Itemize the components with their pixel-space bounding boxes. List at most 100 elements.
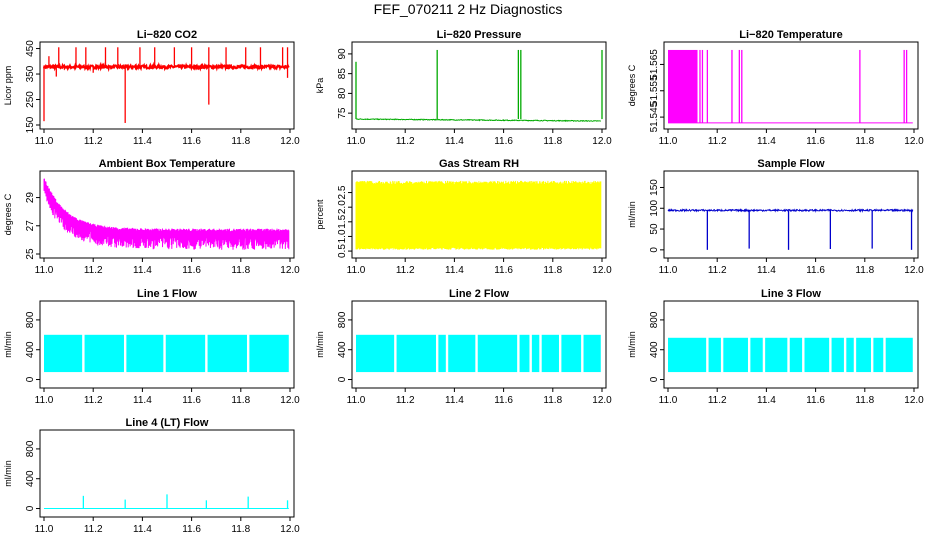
y-tick-label: 800 — [25, 440, 36, 457]
x-tick-label: 11.4 — [445, 265, 464, 276]
series-gap — [246, 333, 250, 374]
series-gap — [883, 336, 886, 374]
y-tick-label: 800 — [25, 311, 36, 328]
series-gap — [445, 333, 449, 374]
y-tick-label: 29 — [25, 192, 36, 204]
y-tick-label: 25 — [25, 248, 36, 260]
chart-panel: Line 1 Flow 11.0 11.2 11.4 11.6 11.8 12.0 0 400 8… — [3, 288, 300, 406]
panel-title: Gas Stream RH — [439, 158, 519, 170]
plot-frame — [663, 41, 919, 130]
series-fill — [356, 334, 601, 373]
x-tick-label: 11.2 — [708, 136, 727, 147]
panel-title: Line 3 Flow — [761, 288, 821, 300]
y-axis-label: ml/min — [627, 331, 637, 358]
y-tick-label: 0 — [337, 376, 348, 382]
series-gap — [853, 336, 857, 374]
panel-title: Li−820 Pressure — [437, 29, 522, 41]
y-tick-label: 85 — [337, 68, 348, 80]
x-tick-label: 12.0 — [280, 395, 300, 406]
x-tick-label: 11.6 — [182, 136, 201, 147]
series-gap — [435, 333, 439, 374]
chart-panel: Ambient Box Temperature 11.0 11.2 11.4 11.6 1… — [3, 158, 300, 276]
series-gap — [787, 336, 790, 374]
y-tick-label: 75 — [337, 107, 348, 119]
y-axis-label: Licor ppm — [3, 66, 13, 106]
series-gap — [829, 336, 832, 374]
series-gap — [762, 336, 766, 374]
series-gap — [123, 333, 127, 374]
series-gap — [517, 333, 520, 374]
y-tick-label: 0 — [25, 505, 36, 511]
y-tick-label: 400 — [25, 470, 36, 487]
plot-frame — [39, 300, 295, 389]
x-tick-label: 11.4 — [757, 265, 776, 276]
y-tick-label: 150 — [649, 179, 660, 196]
x-tick-label: 11.0 — [347, 136, 366, 147]
y-tick-label: 0 — [649, 376, 660, 382]
y-tick-label: 0 — [649, 247, 660, 253]
x-tick-label: 11.6 — [182, 395, 201, 406]
series-line — [43, 61, 290, 73]
x-tick-label: 11.0 — [659, 265, 678, 276]
y-tick-label: 100 — [649, 199, 660, 216]
plot-frame — [663, 170, 919, 259]
y-tick-label: 1.0 — [337, 229, 348, 243]
plot-frame — [39, 429, 295, 518]
chart-panel: Line 3 Flow 11.0 11.2 11.4 11.6 11.8 12.0 0 400 8… — [627, 288, 924, 406]
x-tick-label: 11.8 — [855, 265, 874, 276]
y-tick-label: 450 — [25, 40, 36, 57]
series-fill — [44, 334, 289, 373]
y-tick-label: 80 — [337, 87, 348, 99]
y-axis-label: degrees C — [3, 193, 13, 235]
y-tick-label: 350 — [25, 65, 36, 82]
y-tick-label: 2.5 — [337, 185, 348, 199]
plot-frame — [351, 170, 607, 259]
x-tick-label: 11.4 — [133, 136, 152, 147]
y-axis-label: kPa — [315, 78, 325, 94]
series-band — [668, 49, 698, 123]
x-tick-label: 11.8 — [543, 265, 562, 276]
series-gap — [394, 333, 397, 374]
x-tick-label: 12.0 — [904, 395, 924, 406]
y-axis-label: ml/min — [3, 460, 13, 487]
series-gap — [581, 333, 584, 374]
series-line — [356, 118, 602, 122]
panel-title: Li−820 CO2 — [137, 29, 197, 41]
chart-panel: Li−820 Temperature 11.0 11.2 11.4 11.6 11.8 12… — [627, 29, 924, 147]
x-tick-label: 11.4 — [133, 524, 152, 535]
plot-frame — [351, 300, 607, 389]
y-tick-label: 0 — [25, 376, 36, 382]
y-tick-label: 800 — [649, 311, 660, 328]
x-tick-label: 11.8 — [543, 136, 562, 147]
y-tick-label: 51.555 — [649, 75, 660, 106]
y-tick-label: 51.565 — [649, 49, 660, 80]
y-tick-label: 150 — [25, 116, 36, 133]
series-gap — [163, 333, 166, 374]
x-tick-label: 12.0 — [592, 265, 612, 276]
series-gap — [205, 333, 208, 374]
x-tick-label: 11.0 — [35, 136, 54, 147]
x-tick-label: 11.4 — [445, 136, 464, 147]
series-gap — [475, 333, 478, 374]
series-gap — [558, 333, 562, 374]
series-line — [355, 180, 602, 250]
figure-title: FEF_070211 2 Hz Diagnostics — [374, 1, 563, 17]
x-tick-label: 11.0 — [35, 395, 54, 406]
series-line — [43, 178, 290, 250]
x-tick-label: 11.6 — [494, 265, 513, 276]
x-tick-label: 11.2 — [708, 265, 727, 276]
x-tick-label: 11.4 — [757, 136, 776, 147]
x-tick-label: 11.2 — [84, 395, 103, 406]
series-line — [667, 208, 914, 213]
x-tick-label: 11.2 — [396, 395, 415, 406]
x-tick-label: 11.8 — [231, 524, 250, 535]
x-tick-label: 11.8 — [855, 136, 874, 147]
y-tick-label: 90 — [337, 48, 348, 60]
x-tick-label: 11.2 — [396, 265, 415, 276]
chart-panel: Sample Flow 11.0 11.2 11.4 11.6 11.8 12.0 0 50 10… — [627, 158, 924, 276]
series-gap — [539, 333, 542, 374]
panel-grid: Li−820 CO2 11.0 11.2 11.4 11.6 11.8 12.0 150 25 0… — [3, 29, 924, 535]
plot-frame — [663, 300, 919, 389]
x-tick-label: 11.4 — [445, 395, 464, 406]
